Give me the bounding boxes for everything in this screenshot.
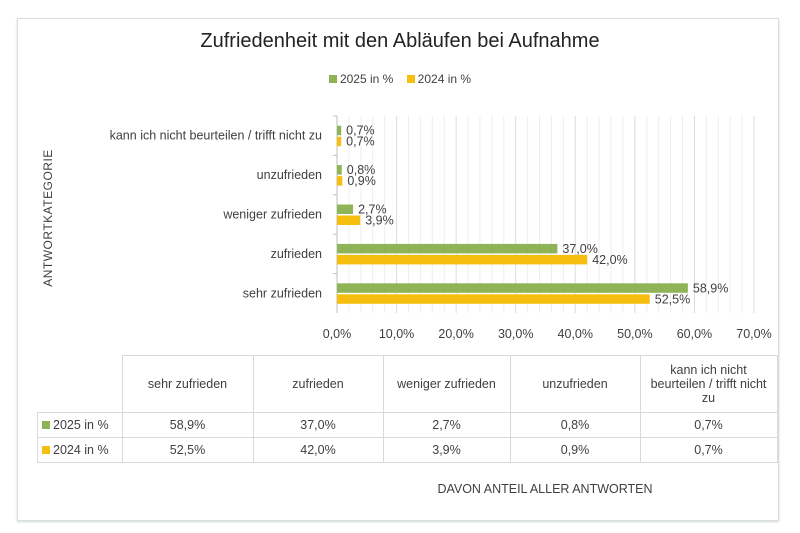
data-label: 0,7% (346, 124, 375, 138)
bar-2025 (337, 165, 342, 175)
x-axis-title: DAVON ANTEIL ALLER ANTWORTEN (437, 482, 653, 496)
bar-2024 (337, 294, 650, 304)
table-cell: 0,8% (509, 412, 641, 438)
table-row: 2025 in % 58,9% 37,0% 2,7% 0,8% 0,7% (37, 412, 778, 438)
bar-2025 (337, 204, 354, 214)
table-cell: 0,7% (639, 437, 778, 463)
x-tick-label: 50,0% (617, 327, 652, 341)
legend-label: 2025 in % (339, 72, 394, 86)
table-cell: 37,0% (252, 412, 384, 438)
table-cell: 0,7% (639, 412, 778, 438)
table-header: sehr zufrieden (121, 355, 254, 413)
legend-item-2024: 2024 in % (406, 72, 472, 86)
x-tick-label: 60,0% (677, 327, 712, 341)
y-tick-label: weniger zufrieden (222, 208, 322, 222)
y-tick-label: unzufrieden (257, 168, 322, 182)
table-cell: 58,9% (121, 412, 254, 438)
legend-swatch (42, 446, 50, 454)
x-tick-label: 10,0% (379, 327, 414, 341)
table-cell: 52,5% (121, 437, 254, 463)
data-label: 37,0% (562, 242, 597, 256)
table-header: unzufrieden (509, 355, 641, 413)
bar-2025 (337, 243, 558, 254)
data-label: 42,0% (592, 253, 627, 267)
x-tick-label: 70,0% (736, 327, 771, 341)
table-header-row: sehr zufrieden zufrieden weniger zufried… (37, 355, 778, 413)
bar-2024 (337, 215, 361, 225)
data-table: sehr zufrieden zufrieden weniger zufried… (37, 355, 778, 463)
data-label: 0,7% (346, 135, 375, 149)
table-header: kann ich nicht beurteilen / trifft nicht… (639, 355, 778, 413)
legend-swatch (42, 421, 50, 429)
table-row: 2024 in % 52,5% 42,0% 3,9% 0,9% 0,7% (37, 437, 778, 463)
chart-frame (17, 18, 779, 521)
x-tick-label: 30,0% (498, 327, 533, 341)
data-label: 3,9% (365, 214, 394, 228)
chart-title: Zufriedenheit mit den Abläufen bei Aufna… (200, 30, 600, 52)
bar-2025 (337, 125, 342, 136)
data-label: 0,8% (347, 163, 376, 177)
legend-swatch (406, 75, 415, 83)
y-tick-label: zufrieden (271, 247, 322, 261)
table-header: zufrieden (252, 355, 384, 413)
x-tick-label: 20,0% (438, 327, 473, 341)
data-label: 52,5% (655, 292, 690, 306)
table-cell: 42,0% (252, 437, 384, 463)
bar-2024 (337, 254, 588, 265)
legend-label: 2024 in % (417, 72, 472, 86)
data-label: 2,7% (358, 203, 387, 217)
data-label: 0,9% (347, 174, 376, 188)
table-cell: 2,7% (382, 412, 511, 438)
bar-2024 (337, 176, 343, 186)
bar-2024 (337, 136, 342, 147)
legend-item-2025: 2025 in % (328, 72, 394, 86)
data-label: 58,9% (693, 281, 728, 295)
bar-2025 (337, 283, 688, 293)
x-tick-label: 0,0% (323, 327, 352, 341)
row-label: 2024 in % (37, 437, 123, 463)
x-tick-label: 40,0% (558, 327, 593, 341)
table-header: weniger zufrieden (382, 355, 511, 413)
y-tick-label: sehr zufrieden (243, 286, 322, 300)
table-cell: 3,9% (382, 437, 511, 463)
legend-swatch (328, 75, 337, 83)
legend: 2025 in % 2024 in % (0, 72, 800, 86)
y-tick-label: kann ich nicht beurteilen / trifft nicht… (110, 129, 322, 143)
table-cell: 0,9% (509, 437, 641, 463)
row-label: 2025 in % (37, 412, 123, 438)
